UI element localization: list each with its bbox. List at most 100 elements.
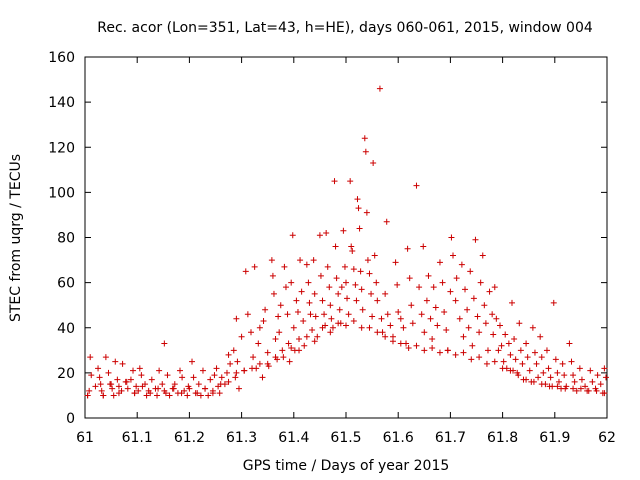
data-point bbox=[350, 266, 357, 273]
data-point bbox=[582, 383, 589, 390]
data-point bbox=[374, 297, 381, 304]
data-point bbox=[447, 288, 454, 295]
data-point bbox=[242, 268, 249, 275]
data-point bbox=[552, 356, 559, 363]
data-point bbox=[350, 317, 357, 324]
data-point bbox=[376, 85, 383, 92]
data-point bbox=[430, 284, 437, 291]
data-point bbox=[589, 378, 596, 385]
data-point bbox=[535, 374, 542, 381]
data-point bbox=[570, 372, 577, 379]
data-point bbox=[332, 243, 339, 250]
data-point bbox=[148, 376, 155, 383]
data-point bbox=[154, 392, 161, 399]
data-point bbox=[97, 381, 104, 388]
data-point bbox=[540, 369, 547, 376]
data-point bbox=[406, 275, 413, 282]
data-point bbox=[404, 245, 411, 252]
data-point bbox=[286, 358, 293, 365]
data-point bbox=[420, 243, 427, 250]
data-point bbox=[408, 302, 415, 309]
data-point bbox=[578, 376, 585, 383]
data-point bbox=[484, 347, 491, 354]
data-point bbox=[195, 381, 202, 388]
data-point bbox=[515, 372, 522, 379]
data-point bbox=[418, 311, 425, 318]
data-point bbox=[369, 313, 376, 320]
data-point bbox=[421, 347, 428, 354]
data-point bbox=[429, 336, 436, 343]
data-point bbox=[370, 160, 377, 167]
data-point bbox=[537, 333, 544, 340]
x-tick-label: 61.4 bbox=[278, 430, 309, 446]
data-point bbox=[423, 297, 430, 304]
data-point bbox=[368, 290, 375, 297]
data-point bbox=[225, 351, 232, 358]
data-point bbox=[436, 349, 443, 356]
data-point bbox=[88, 372, 95, 379]
data-point bbox=[566, 340, 573, 347]
data-point bbox=[136, 365, 143, 372]
data-point bbox=[382, 333, 389, 340]
data-point bbox=[303, 261, 310, 268]
data-point bbox=[301, 342, 308, 349]
data-point bbox=[483, 360, 490, 367]
data-point bbox=[333, 275, 340, 282]
data-point bbox=[317, 272, 324, 279]
x-tick-label: 61.5 bbox=[330, 430, 361, 446]
data-point bbox=[331, 178, 338, 185]
data-point bbox=[545, 365, 552, 372]
data-point bbox=[427, 315, 434, 322]
data-point bbox=[555, 378, 562, 385]
data-point bbox=[179, 374, 186, 381]
data-point bbox=[276, 329, 283, 336]
data-point bbox=[171, 381, 178, 388]
y-tick-label: 0 bbox=[66, 411, 75, 427]
data-point bbox=[105, 369, 112, 376]
data-point bbox=[251, 263, 258, 270]
data-point bbox=[124, 385, 131, 392]
data-point bbox=[441, 308, 448, 315]
data-point bbox=[279, 347, 286, 354]
data-point bbox=[403, 340, 410, 347]
data-point bbox=[554, 369, 561, 376]
plot-frame bbox=[84, 56, 608, 419]
data-point bbox=[345, 311, 352, 318]
data-point bbox=[493, 315, 500, 322]
data-point bbox=[364, 257, 371, 264]
data-point bbox=[300, 317, 307, 324]
data-point bbox=[326, 284, 333, 291]
data-point bbox=[272, 354, 279, 361]
data-point bbox=[373, 279, 380, 286]
data-point bbox=[235, 385, 242, 392]
data-point bbox=[307, 311, 314, 318]
data-point bbox=[324, 263, 331, 270]
x-tick-label: 62 bbox=[598, 430, 616, 446]
data-point bbox=[256, 324, 263, 331]
axis-ticks bbox=[84, 56, 608, 419]
data-point bbox=[86, 387, 93, 394]
data-point bbox=[114, 376, 121, 383]
data-point bbox=[285, 340, 292, 347]
data-point bbox=[184, 392, 191, 399]
data-point bbox=[594, 372, 601, 379]
data-point bbox=[379, 329, 386, 336]
data-point bbox=[382, 290, 389, 297]
data-point bbox=[366, 270, 373, 277]
data-point bbox=[161, 340, 168, 347]
data-point bbox=[268, 257, 275, 264]
data-point bbox=[450, 252, 457, 259]
data-point bbox=[110, 392, 117, 399]
data-point bbox=[409, 320, 416, 327]
data-point bbox=[434, 322, 441, 329]
data-point bbox=[190, 374, 197, 381]
data-point bbox=[143, 392, 150, 399]
data-point bbox=[397, 340, 404, 347]
data-point bbox=[115, 390, 122, 397]
data-point bbox=[178, 390, 185, 397]
x-tick-label: 61.7 bbox=[435, 430, 466, 446]
data-point bbox=[354, 196, 361, 203]
data-point bbox=[84, 392, 91, 399]
data-point bbox=[568, 358, 575, 365]
data-point bbox=[481, 302, 488, 309]
